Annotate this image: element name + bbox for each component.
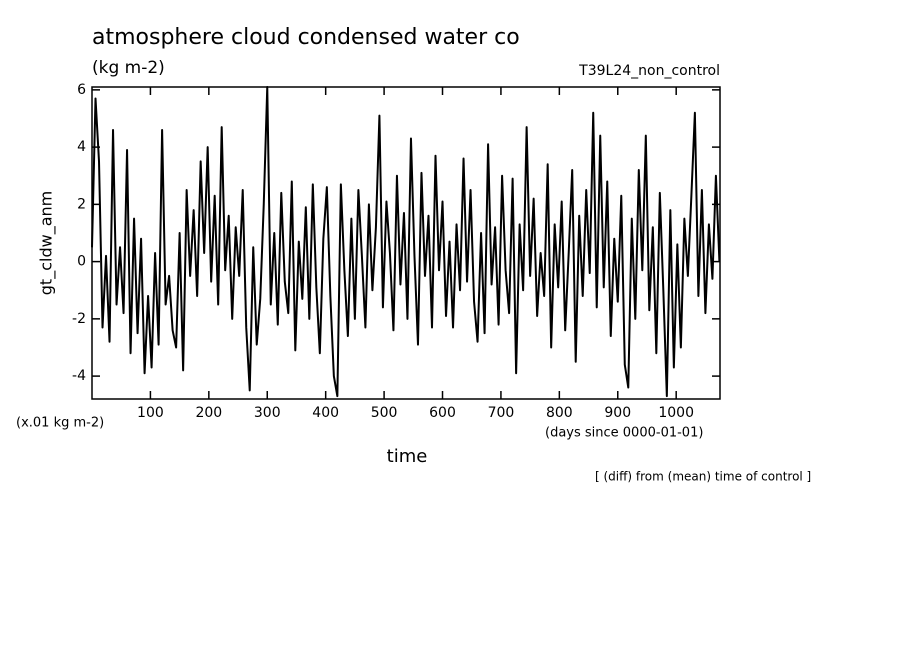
run-label: T39L24_non_control — [578, 63, 720, 79]
x-tick-label: 900 — [604, 405, 631, 421]
y-tick-label: 0 — [77, 254, 86, 270]
x-tick-label: 100 — [137, 405, 164, 421]
chart-subtitle: (kg m-2) — [92, 58, 165, 78]
y-tick-label: -4 — [72, 368, 86, 384]
y-tick-label: 2 — [77, 196, 86, 212]
x-tick-label: 1000 — [658, 405, 694, 421]
y-tick-label: 6 — [77, 82, 86, 98]
data-line — [91, 86, 721, 398]
x-tick-label: 400 — [312, 405, 339, 421]
x-axis-label: time — [387, 446, 428, 467]
x-unit: (days since 0000-01-01) — [545, 426, 703, 441]
x-tick-label: 600 — [429, 405, 456, 421]
note: [ (diff) from (mean) time of control ] — [595, 470, 811, 484]
y-unit: (x.01 kg m-2) — [16, 416, 104, 431]
x-tick-label: 800 — [546, 405, 573, 421]
x-tick-label: 200 — [195, 405, 222, 421]
y-tick-label: -2 — [72, 311, 86, 327]
y-axis-label: gt_cldw_anm — [37, 191, 57, 295]
chart-title: atmosphere cloud condensed water co — [92, 25, 520, 50]
x-tick-label: 500 — [371, 405, 398, 421]
x-tick-label: 700 — [488, 405, 515, 421]
x-tick-label: 300 — [254, 405, 281, 421]
y-tick-label: 4 — [77, 139, 86, 155]
